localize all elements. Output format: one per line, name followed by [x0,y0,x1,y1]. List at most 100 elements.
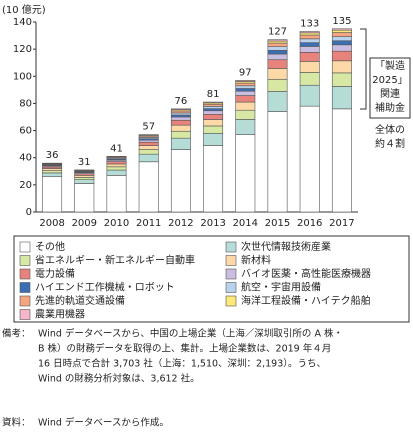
y-tick-label: 20 [19,180,32,191]
bar-segment [331,60,352,74]
x-tick-label: 2011 [136,218,161,229]
note-line: 16 日時点で合計 3,703 社（上海：1,510、深圳：2,193）。うち、 [38,358,326,370]
x-tick-label: 2013 [200,218,225,229]
legend-label: 海洋工程設備・ハイテク船舶 [241,294,371,307]
total-label: 36 [46,150,59,161]
legend-swatch [225,241,237,253]
total-label: 41 [110,143,123,154]
legend-label: 先進的軌道交通設備 [35,294,125,307]
bar-segment [74,177,95,180]
bar-segment [42,176,63,213]
bar-segment [74,179,95,184]
bar-segment [138,149,159,155]
x-tick-label: 2016 [297,218,322,229]
legend-label: ハイエンド工作機械・ロボット [35,281,175,294]
bar-segment [138,134,159,136]
bar-segment [203,113,224,120]
bar-segment [331,36,352,42]
annotation: 全体の [375,123,405,136]
total-label: 57 [142,122,155,133]
bar-segment [170,149,191,213]
bar-segment [170,112,191,116]
legend-swatch [19,241,31,253]
x-tick-label: 2012 [168,218,193,229]
legend-label: 電力設備 [35,267,75,280]
source-text: Wind データベースから作成。 [38,417,169,429]
legend [13,235,410,323]
annotation-box [369,57,411,119]
y-tick-label: 140 [13,17,32,28]
bar-segment [235,95,256,103]
bar-segment [235,119,256,135]
bar-segment [267,59,288,69]
notes-label: 備考： [2,328,31,340]
y-tick-label: 120 [13,44,32,55]
bar-segment [235,80,256,82]
total-label: 31 [78,157,91,168]
y-axis-label: (10 億元) [2,3,46,16]
bar-segment [299,38,320,43]
source-label: 資料： [2,417,31,429]
total-label: 81 [207,89,220,100]
annotation: 補助金 [375,101,405,114]
bar-segment [267,53,288,61]
bar-segment [203,119,224,127]
annotation: 「製造 [375,59,405,72]
x-tick-label: 2017 [329,218,354,229]
bar-segment [235,101,256,111]
bar-segment [170,116,191,121]
annotation: 約４割 [375,137,405,150]
bar-segment [299,31,320,34]
bar-segment [267,111,288,213]
bar-segment [299,46,320,53]
bar-segment [331,72,352,87]
bar-segment [203,103,224,107]
bar-segment [203,108,224,112]
x-tick-label: 2010 [104,218,129,229]
bar-segment [170,108,191,110]
bar-segment [235,134,256,213]
bar-segment [170,119,191,126]
bar-segment [138,141,159,146]
bar-segment [138,161,159,213]
bar-segment [299,72,320,86]
legend-swatch [19,282,31,293]
bar-segment [331,108,352,213]
bar-segment [42,168,63,171]
bar-segment [106,163,127,168]
legend-swatch [19,295,31,307]
bar-segment [203,145,224,213]
y-tick-label: 60 [19,126,32,137]
bar-segment [203,125,224,134]
legend-swatch [19,309,31,320]
bar-segment [170,130,191,139]
bar-segment [170,114,191,118]
bar-segment [74,175,95,178]
bar-segment [106,161,127,165]
bar-segment [170,110,191,114]
note-line: B 株）の財務データを取得の上、集計。上場企業数は、2019 年４月 [38,343,331,355]
note-line: Wind の財務分析対象は、3,612 社。 [38,373,200,385]
legend-swatch [225,295,237,307]
bar-segment [42,170,63,174]
x-tick-label: 2009 [72,218,97,229]
bar-segment [267,50,288,55]
bar-segment [106,169,127,176]
legend-label: 農業用機器 [35,308,85,321]
bar-segment [267,40,288,44]
bar-segment [331,28,352,31]
bar-segment [331,40,352,46]
y-tick-label: 0 [26,207,32,218]
annotation: 2025」 [372,75,407,86]
bar-segment [235,82,256,87]
annotation: 関連 [380,87,400,100]
bar-segment [170,124,191,132]
bar-segment [267,78,288,92]
bar-segment [299,105,320,213]
total-label: 127 [268,27,287,38]
total-label: 135 [332,16,351,27]
bar-segment [299,52,320,62]
bar-segment [170,137,191,150]
bar-segment [106,175,127,213]
